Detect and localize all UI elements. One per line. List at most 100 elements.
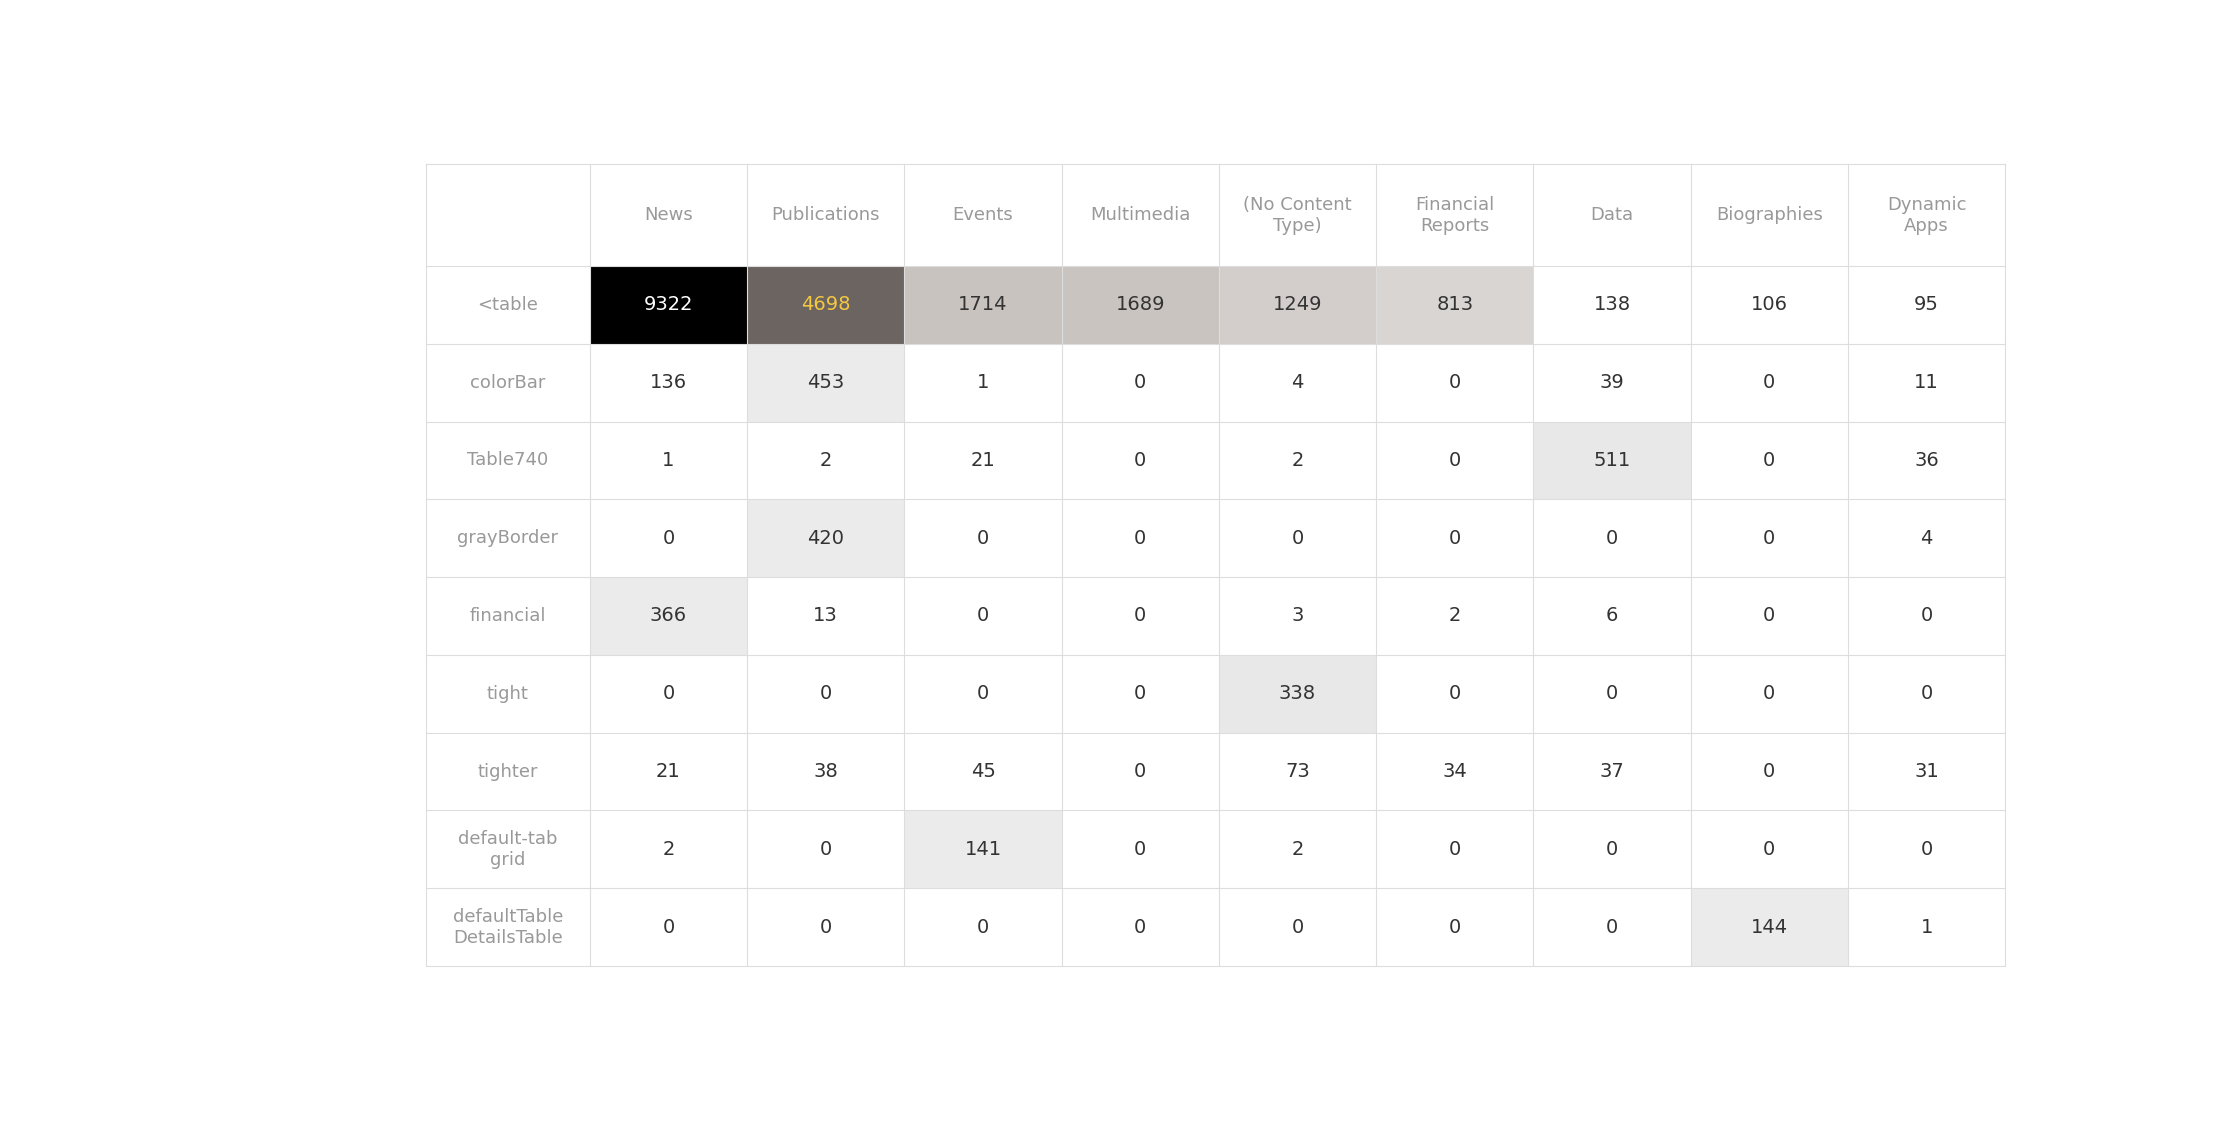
- Bar: [1376, 499, 1534, 577]
- Text: 0: 0: [1764, 529, 1775, 548]
- Text: 4: 4: [1920, 529, 1933, 548]
- Text: 1: 1: [1920, 917, 1933, 937]
- Bar: [747, 810, 905, 889]
- Text: 0: 0: [1764, 373, 1775, 393]
- Text: Publications: Publications: [772, 207, 881, 224]
- Text: 1: 1: [662, 451, 676, 470]
- Text: Table740: Table740: [466, 451, 549, 470]
- Bar: [589, 654, 747, 732]
- Text: 2: 2: [1291, 840, 1305, 859]
- Bar: [1690, 654, 1849, 732]
- Bar: [905, 654, 1061, 732]
- Text: Data: Data: [1590, 207, 1635, 224]
- Text: 2: 2: [1291, 451, 1305, 470]
- Bar: [1220, 343, 1376, 421]
- Text: 1689: 1689: [1115, 295, 1164, 315]
- Bar: [1849, 810, 2005, 889]
- Bar: [747, 421, 905, 499]
- Text: 4698: 4698: [801, 295, 850, 315]
- Bar: [1061, 577, 1220, 654]
- Bar: [1376, 266, 1534, 343]
- Text: 0: 0: [1450, 451, 1461, 470]
- Text: 0: 0: [821, 840, 832, 859]
- Bar: [1376, 732, 1534, 810]
- Bar: [1220, 266, 1376, 343]
- Text: 2: 2: [662, 840, 676, 859]
- Text: 0: 0: [1135, 840, 1146, 859]
- Bar: [1061, 343, 1220, 421]
- Text: 420: 420: [807, 529, 845, 548]
- Bar: [1061, 654, 1220, 732]
- Bar: [1220, 421, 1376, 499]
- Bar: [747, 499, 905, 577]
- Text: 0: 0: [821, 684, 832, 704]
- Text: 95: 95: [1913, 295, 1940, 315]
- Bar: [905, 343, 1061, 421]
- Text: 45: 45: [970, 762, 995, 781]
- Text: 9322: 9322: [644, 295, 694, 315]
- Bar: [1376, 889, 1534, 965]
- Text: 73: 73: [1284, 762, 1309, 781]
- Bar: [1849, 654, 2005, 732]
- Bar: [747, 266, 905, 343]
- Text: 0: 0: [1606, 529, 1619, 548]
- Bar: [1534, 889, 1690, 965]
- Text: tighter: tighter: [477, 762, 537, 781]
- Bar: [1690, 266, 1849, 343]
- Text: 0: 0: [662, 529, 676, 548]
- Bar: [1690, 810, 1849, 889]
- Text: 1249: 1249: [1273, 295, 1322, 315]
- Bar: [1690, 577, 1849, 654]
- Bar: [1849, 577, 2005, 654]
- Text: financial: financial: [471, 607, 546, 625]
- Text: 0: 0: [1606, 684, 1619, 704]
- Text: 4: 4: [1291, 373, 1305, 393]
- Text: News: News: [644, 207, 694, 224]
- Text: 453: 453: [807, 373, 845, 393]
- Text: 0: 0: [1764, 451, 1775, 470]
- Bar: [1534, 266, 1690, 343]
- Bar: [1220, 732, 1376, 810]
- Bar: [905, 577, 1061, 654]
- Bar: [747, 654, 905, 732]
- Text: 0: 0: [1920, 684, 1933, 704]
- Text: 0: 0: [1764, 840, 1775, 859]
- Bar: [1534, 654, 1690, 732]
- Bar: [905, 421, 1061, 499]
- Text: Dynamic
Apps: Dynamic Apps: [1887, 195, 1967, 234]
- Text: default-tab
grid: default-tab grid: [457, 830, 558, 869]
- Bar: [1061, 499, 1220, 577]
- Text: 0: 0: [1764, 762, 1775, 781]
- Text: 3: 3: [1291, 606, 1305, 626]
- Text: grayBorder: grayBorder: [457, 529, 558, 548]
- Text: 2: 2: [1450, 606, 1461, 626]
- Text: 144: 144: [1751, 917, 1788, 937]
- Text: 0: 0: [1135, 684, 1146, 704]
- Bar: [1534, 577, 1690, 654]
- Bar: [1376, 577, 1534, 654]
- Bar: [1534, 421, 1690, 499]
- Bar: [1061, 889, 1220, 965]
- Bar: [1690, 732, 1849, 810]
- Bar: [589, 577, 747, 654]
- Text: 136: 136: [649, 373, 687, 393]
- Text: 366: 366: [649, 606, 687, 626]
- Text: defaultTable
DetailsTable: defaultTable DetailsTable: [453, 908, 562, 947]
- Text: 0: 0: [977, 917, 990, 937]
- Bar: [905, 810, 1061, 889]
- Bar: [589, 421, 747, 499]
- Text: Biographies: Biographies: [1715, 207, 1822, 224]
- Bar: [1534, 732, 1690, 810]
- Text: 0: 0: [977, 684, 990, 704]
- Bar: [1534, 499, 1690, 577]
- Text: 138: 138: [1594, 295, 1630, 315]
- Text: 0: 0: [1135, 529, 1146, 548]
- Bar: [589, 266, 747, 343]
- Bar: [1220, 810, 1376, 889]
- Text: 39: 39: [1599, 373, 1623, 393]
- Bar: [589, 889, 747, 965]
- Text: 0: 0: [1135, 606, 1146, 626]
- Text: 11: 11: [1913, 373, 1940, 393]
- Bar: [1376, 421, 1534, 499]
- Text: 0: 0: [1135, 917, 1146, 937]
